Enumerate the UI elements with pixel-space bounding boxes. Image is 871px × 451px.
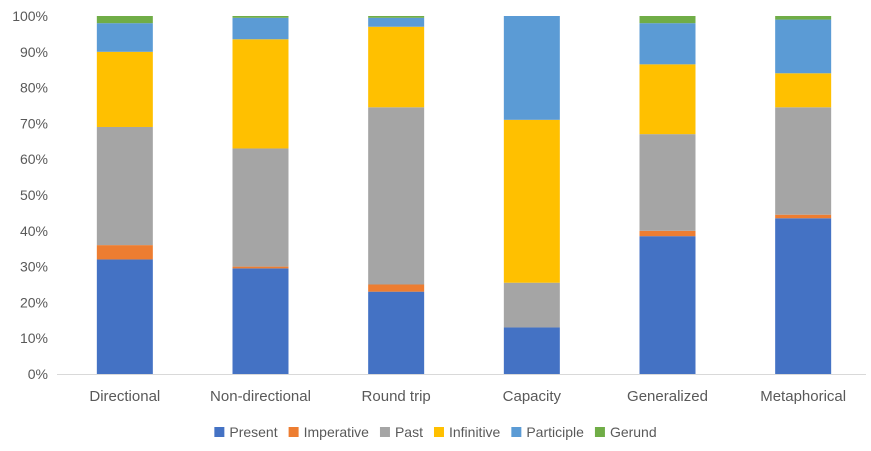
bar-segment-imperative [639,230,696,237]
bar-segment-present [503,327,560,374]
legend-swatch-gerund [594,427,605,437]
x-tick-label: Capacity [503,388,562,405]
legend-label-gerund: Gerund [610,424,657,440]
bar-segment-infinitive [639,64,696,135]
legend-label-infinitive: Infinitive [449,424,501,440]
bar-segment-participle [232,17,289,40]
y-tick-label: 90% [20,44,48,60]
bar-segment-gerund [368,16,425,18]
bar-segment-imperative [775,214,832,219]
bar-segment-past [775,107,832,215]
bar-segment-participle [503,16,560,120]
bar-segment-present [368,291,425,374]
bar-segment-imperative [368,284,425,292]
bar-segment-infinitive [232,39,289,149]
bar-segment-participle [775,19,832,74]
legend-label-imperative: Imperative [304,424,370,440]
x-tick-label: Non-directional [210,388,311,405]
legend-label-participle: Participle [526,424,584,440]
y-tick-label: 10% [20,330,48,346]
bar-segment-participle [639,23,696,65]
bar-segment-imperative [232,266,289,269]
bar-segment-past [232,148,289,267]
x-tick-label: Round trip [362,388,431,405]
y-tick-label: 40% [20,223,48,239]
x-tick-label: Metaphorical [760,388,846,405]
legend-swatch-present [214,427,225,437]
bar-segment-infinitive [368,26,425,108]
bar-segment-participle [96,23,153,52]
y-tick-label: 30% [20,259,48,275]
y-tick-label: 70% [20,115,48,131]
legend-swatch-imperative [288,427,299,437]
bar-segment-past [368,107,425,285]
bar-segment-present [639,236,696,374]
bar-segment-present [232,268,289,374]
bar-segment-present [96,259,153,374]
bar-segment-gerund [775,16,832,20]
y-tick-label: 50% [20,187,48,203]
bar-segment-gerund [639,16,696,24]
bar-segment-infinitive [775,73,832,108]
bar-segment-participle [368,17,425,27]
x-tick-label: Directional [89,388,160,405]
bar-segment-infinitive [503,119,560,283]
bar-segment-past [639,134,696,231]
bar-segment-past [503,282,560,328]
bar-segment-past [96,126,153,246]
x-tick-label: Generalized [627,388,708,405]
y-tick-label: 20% [20,294,48,310]
bar-segment-gerund [232,16,289,18]
bar-segment-gerund [96,16,153,24]
y-tick-label: 100% [12,8,48,24]
legend-label-present: Present [229,424,277,440]
bar-segment-imperative [96,245,153,260]
legend-swatch-past [379,427,390,437]
y-tick-label: 80% [20,80,48,96]
legend-swatch-infinitive [433,427,444,437]
legend-swatch-participle [511,427,522,437]
y-tick-label: 0% [28,366,48,382]
bar-segment-infinitive [96,51,153,127]
y-tick-label: 60% [20,151,48,167]
bar-segment-present [775,218,832,374]
legend-label-past: Past [395,424,423,440]
